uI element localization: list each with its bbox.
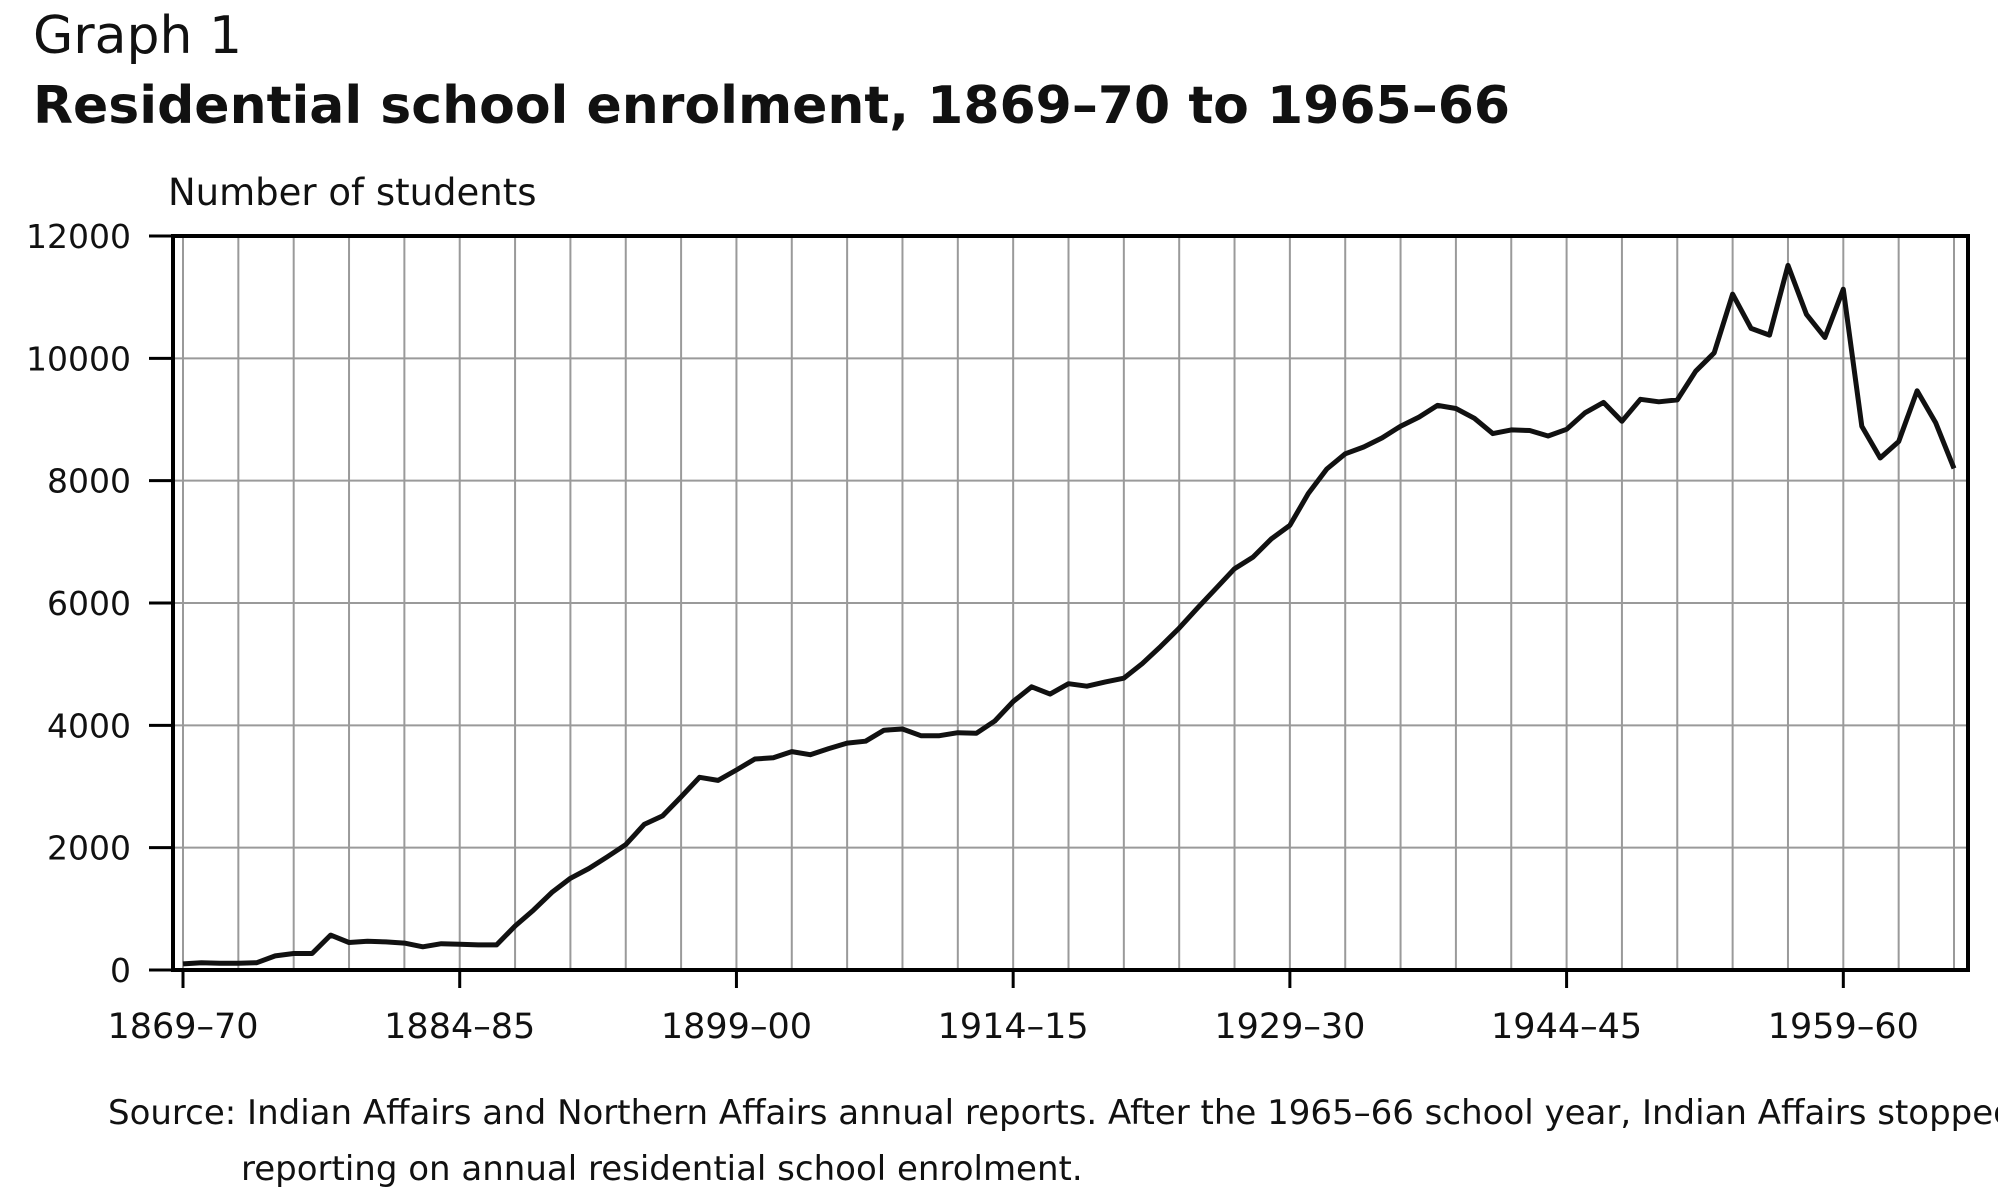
y-tick-label: 8000: [47, 462, 131, 501]
grid-lines: [173, 235, 1968, 971]
x-tick-label: 1884–85: [384, 1007, 535, 1047]
y-axis: 0 2000 4000 6000 8000 10000 12000: [26, 217, 173, 990]
y-tick-label: 6000: [47, 584, 131, 623]
x-tick-label: 1914–15: [938, 1007, 1089, 1047]
chart-title: Residential school enrolment, 1869–70 to…: [33, 76, 1511, 136]
y-tick-label: 0: [110, 951, 131, 990]
x-tick-label: 1944–45: [1491, 1007, 1642, 1047]
y-tick-label: 12000: [26, 217, 131, 256]
line-chart: Number of students 0 2000 4000 6000 8000 1000…: [26, 171, 1970, 1047]
y-tick-label: 10000: [26, 339, 131, 378]
y-tick-label: 2000: [47, 829, 131, 868]
plot-frame: [171, 234, 1970, 972]
x-tick-label: 1959–60: [1768, 1007, 1919, 1047]
x-tick-label: 1869–70: [107, 1007, 258, 1047]
source-note: Source: Indian Affairs and Northern Affa…: [108, 1093, 1998, 1189]
series-line: [182, 262, 1957, 967]
y-tick-label: 4000: [47, 706, 131, 745]
graph-label: Graph 1: [33, 6, 243, 66]
y-axis-label: Number of students: [168, 171, 537, 214]
x-tick-label: 1899–00: [661, 1007, 812, 1047]
x-axis: 1869–70 1884–85 1899–00 1914–15 1929–30 1944–…: [107, 970, 1919, 1047]
x-tick-label: 1929–30: [1214, 1007, 1365, 1047]
